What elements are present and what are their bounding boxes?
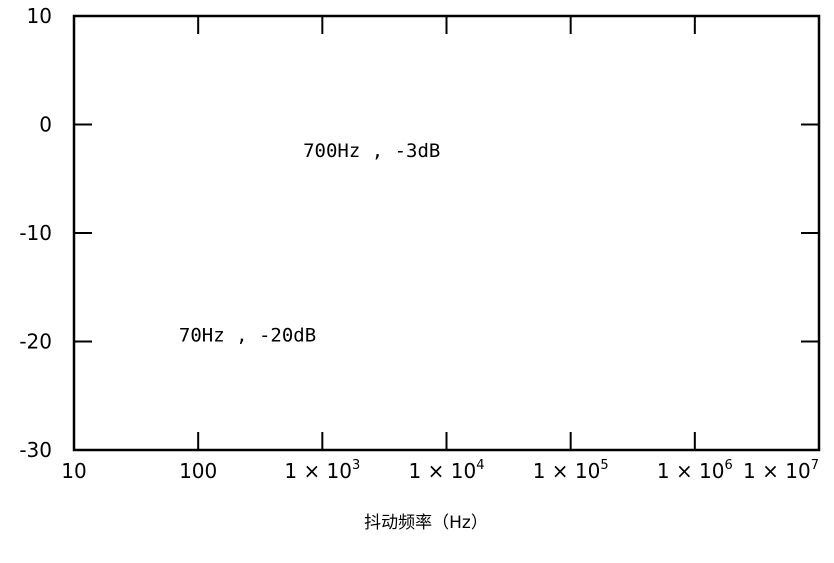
- y-tick-label: -20: [19, 330, 52, 354]
- x-tick-label: 10: [61, 459, 86, 483]
- annotation-label: 700Hz , -3dB: [303, 140, 440, 162]
- y-tick-label: -10: [19, 221, 52, 245]
- x-tick-label: 1 × 103: [284, 458, 360, 483]
- x-axis-ticks: 10 100 1 × 103 1 × 104 1 × 105 1 × 106 1 × 107: [61, 16, 819, 483]
- x-tick-label: 100: [179, 459, 217, 483]
- y-tick-label: -30: [19, 438, 52, 462]
- x-tick-label: 1 × 106: [657, 458, 733, 483]
- y-tick-label: 0: [39, 113, 52, 137]
- x-axis-label: 抖动频率（Hz）: [364, 513, 488, 533]
- plot-frame: [72, 14, 821, 452]
- annotation-label: 70Hz , -20dB: [179, 325, 316, 347]
- annotations: 700Hz , -3dB 70Hz , -20dB: [179, 140, 440, 346]
- x-tick-label: 1 × 105: [533, 458, 609, 483]
- x-tick-label: 1 × 104: [409, 458, 485, 483]
- y-axis-ticks: 10 0 -10 -20 -30: [19, 4, 819, 462]
- x-tick-label: 1 × 107: [743, 458, 819, 483]
- y-tick-label: 10: [27, 4, 52, 28]
